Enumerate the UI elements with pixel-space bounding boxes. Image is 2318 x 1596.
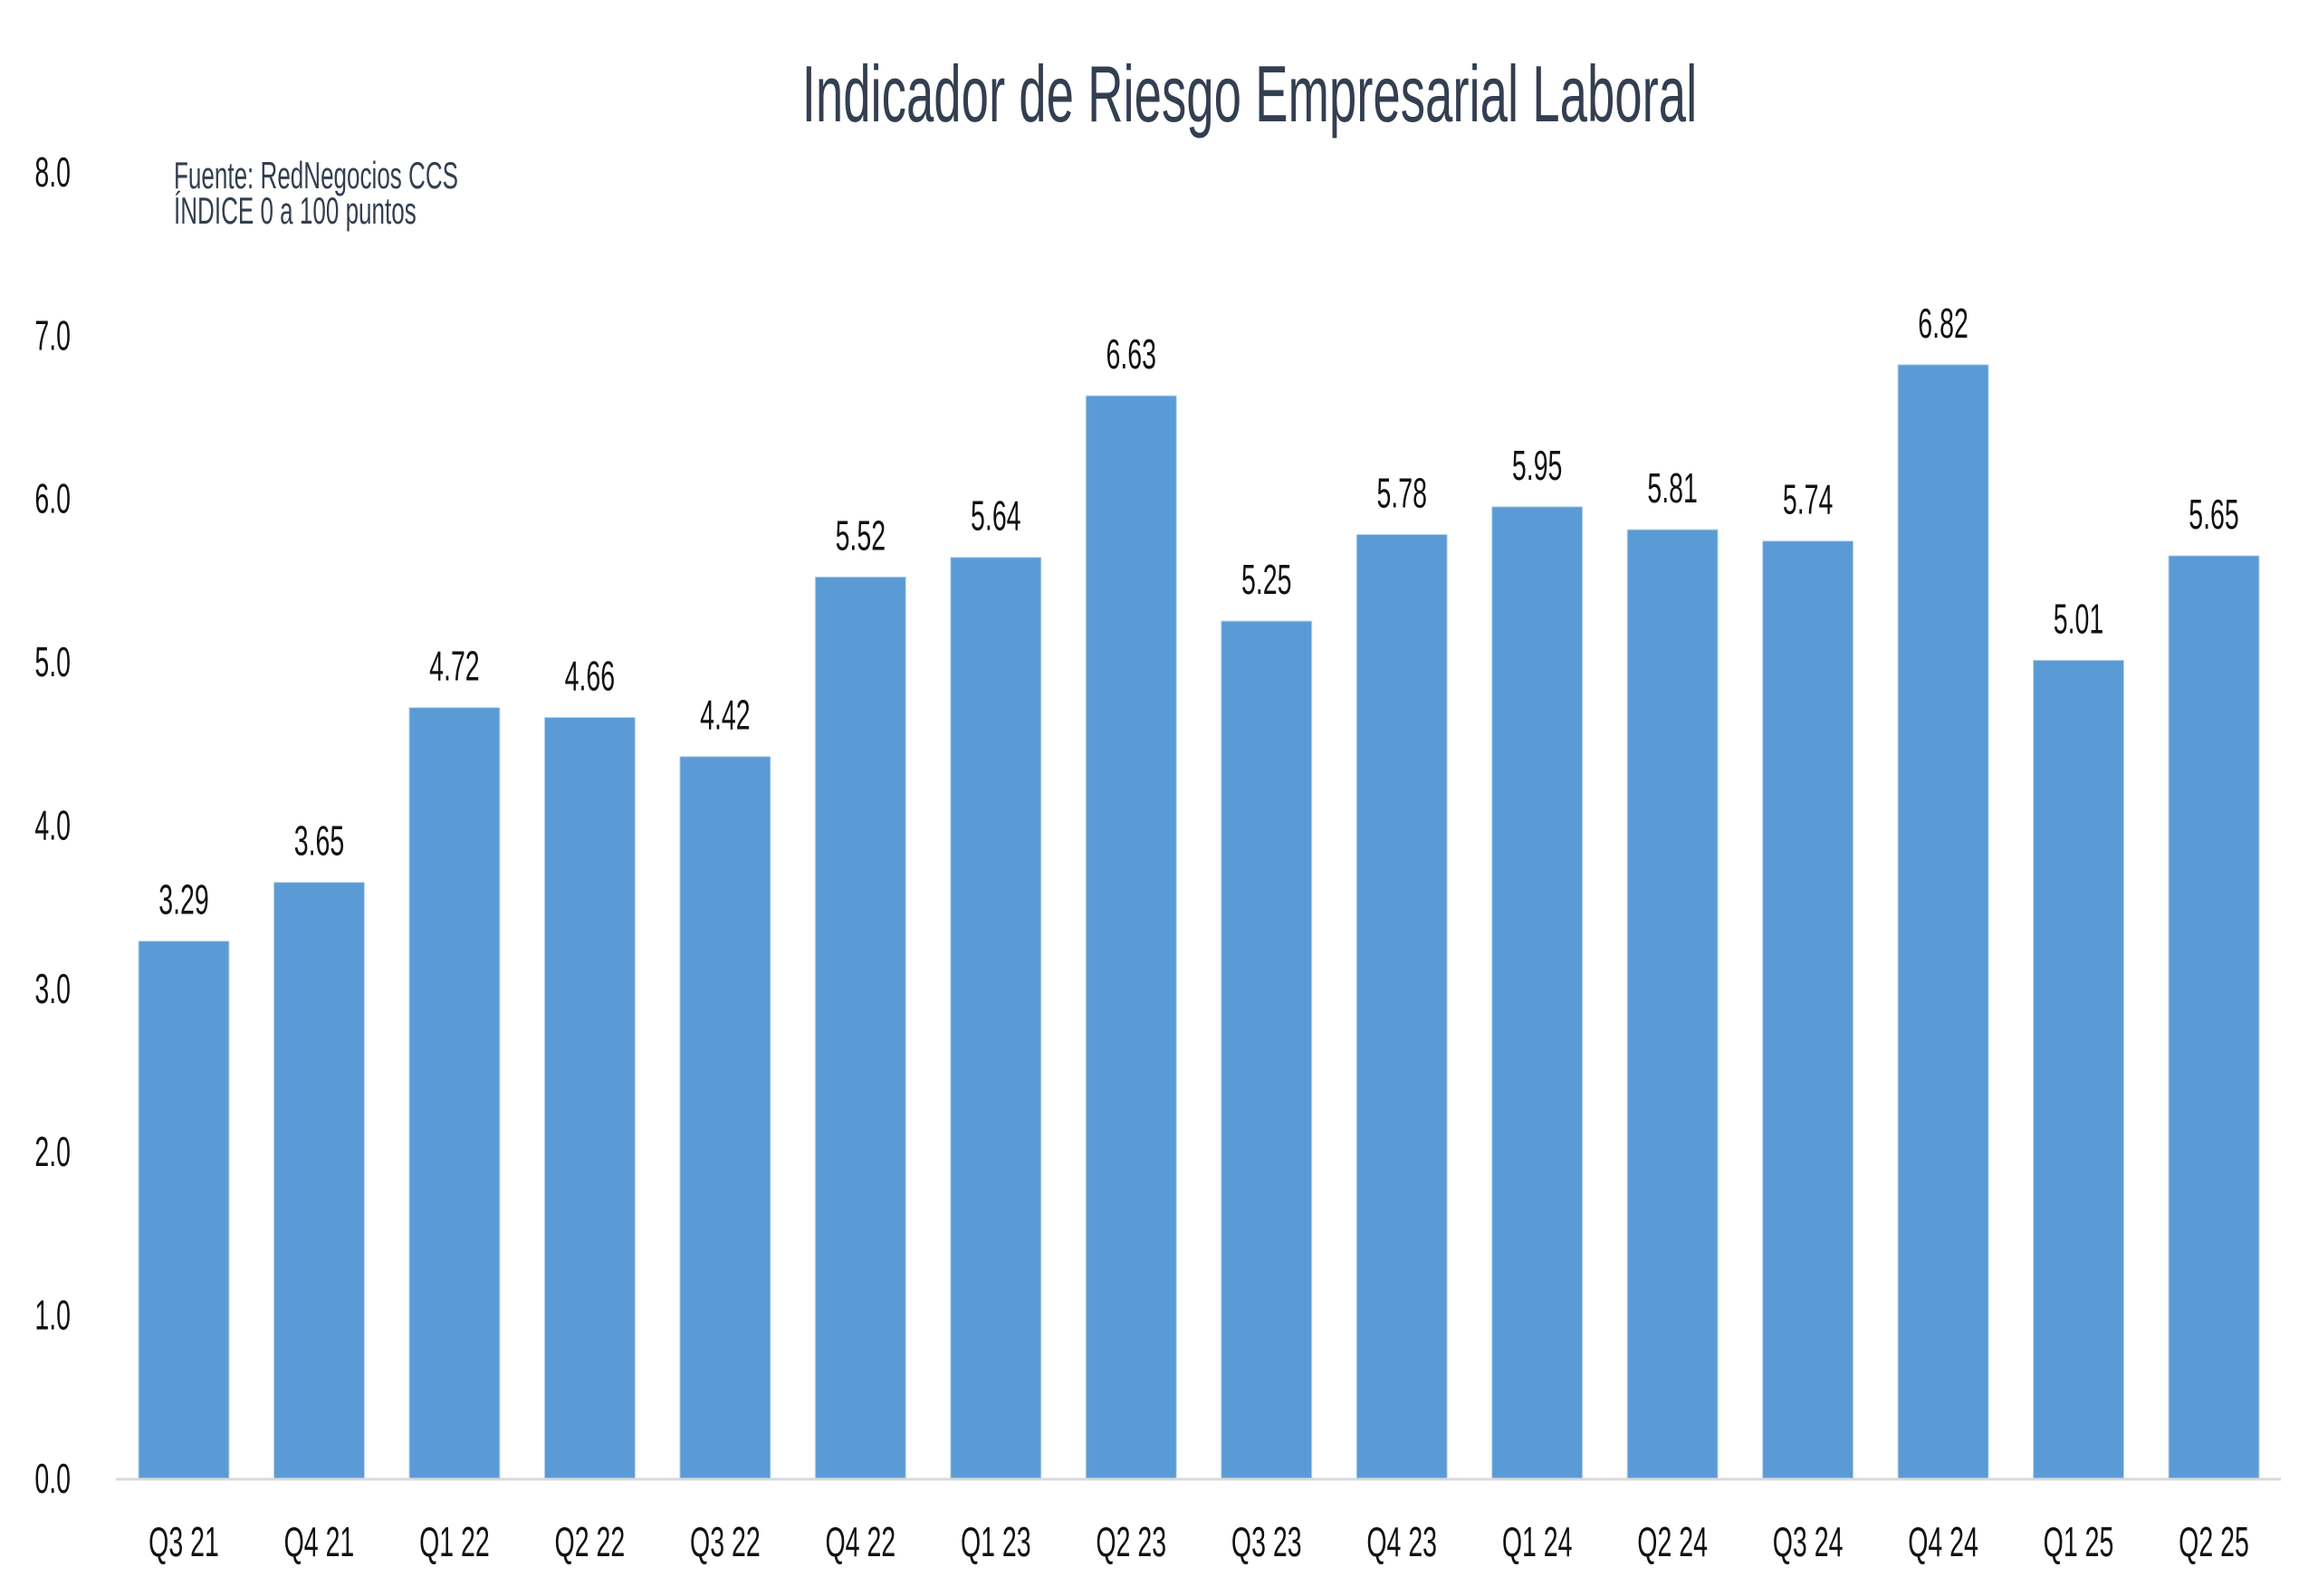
bar-q2-22 — [543, 716, 636, 1479]
y-tick-label: 2.0 — [34, 1129, 71, 1176]
bar-q3-21 — [138, 941, 230, 1479]
x-tick-label: Q4 21 — [284, 1519, 355, 1566]
bar-q1-24 — [1491, 506, 1584, 1479]
data-label: 5.95 — [1512, 443, 1563, 490]
x-tick-label: Q2 25 — [2179, 1519, 2249, 1566]
x-tick-label: Q3 21 — [148, 1519, 219, 1566]
y-tick-label: 5.0 — [34, 639, 71, 686]
data-label: 6.82 — [1918, 301, 1968, 348]
y-tick-label: 1.0 — [34, 1293, 71, 1340]
x-tick-label: Q1 23 — [961, 1519, 1031, 1566]
y-axis: 0.0 1.0 2.0 3.0 4.0 5.0 6.0 7.0 8.0 — [34, 149, 71, 1503]
bar-q2-23 — [1085, 395, 1177, 1479]
x-tick-label: Q2 24 — [1637, 1519, 1708, 1566]
y-tick-label: 6.0 — [34, 476, 71, 523]
y-tick-label: 3.0 — [34, 966, 71, 1013]
data-label: 3.65 — [294, 818, 345, 865]
source-note: Fuente: RedNegocios CCS — [174, 155, 458, 197]
bar-q4-21 — [273, 882, 365, 1479]
chart-title-group: Indicador de Riesgo Empresarial Laboral — [802, 50, 1698, 139]
bar-q3-23 — [1221, 620, 1313, 1479]
bar-q2-25 — [2168, 555, 2260, 1479]
y-tick-label: 4.0 — [34, 803, 71, 850]
data-label: 4.66 — [565, 654, 616, 701]
bars — [138, 364, 2260, 1479]
data-label: 5.64 — [971, 493, 1021, 540]
x-tick-label: Q3 23 — [1231, 1519, 1302, 1566]
x-tick-label: Q2 23 — [1096, 1519, 1166, 1566]
x-tick-label: Q3 22 — [690, 1519, 761, 1566]
chart-title: Indicador de Riesgo Empresarial Laboral — [802, 50, 1698, 139]
data-label: 4.42 — [700, 693, 751, 740]
bar-q4-22 — [814, 576, 906, 1479]
chart-annotations: Fuente: RedNegocios CCS ÍNDICE 0 a 100 p… — [174, 155, 458, 233]
x-tick-label: Q3 24 — [1773, 1519, 1844, 1566]
data-label: 5.52 — [836, 512, 886, 559]
x-tick-label: Q1 24 — [1502, 1519, 1573, 1566]
data-label: 5.25 — [1241, 557, 1292, 604]
data-label: 5.74 — [1783, 477, 1834, 524]
index-scale-note: ÍNDICE 0 a 100 puntos — [174, 190, 417, 233]
data-label: 4.72 — [429, 644, 480, 691]
bar-q3-24 — [1762, 540, 1854, 1479]
x-tick-label: Q4 24 — [1908, 1519, 1978, 1566]
bar-q2-24 — [1626, 529, 1719, 1479]
x-axis: Q3 21 Q4 21 Q1 22 Q2 22 Q3 22 Q4 22 Q1 23 Q2 23… — [148, 1519, 2249, 1566]
x-tick-label: Q1 22 — [419, 1519, 490, 1566]
data-label: 5.01 — [2054, 596, 2104, 643]
bar-q1-22 — [408, 707, 501, 1479]
x-tick-label: Q2 22 — [555, 1519, 626, 1566]
bar-q3-22 — [679, 756, 771, 1479]
y-tick-label: 0.0 — [34, 1456, 71, 1503]
y-tick-label: 7.0 — [34, 313, 71, 360]
y-tick-label: 8.0 — [34, 149, 71, 196]
data-label: 3.29 — [158, 877, 209, 924]
bar-q1-23 — [950, 557, 1042, 1479]
data-label: 5.81 — [1647, 465, 1698, 512]
data-label: 6.63 — [1106, 331, 1157, 378]
x-tick-label: Q1 25 — [2044, 1519, 2114, 1566]
bar-q4-24 — [1897, 364, 1989, 1479]
x-tick-label: Q4 23 — [1366, 1519, 1437, 1566]
bar-q1-25 — [2033, 659, 2125, 1479]
x-tick-label: Q4 22 — [825, 1519, 896, 1566]
data-label: 5.78 — [1376, 471, 1427, 518]
data-labels: 3.29 3.65 4.72 4.66 4.42 5.52 5.64 6.63 5.25 5.78… — [158, 301, 2239, 923]
bar-q4-23 — [1355, 533, 1448, 1479]
data-label: 5.65 — [2189, 492, 2239, 539]
